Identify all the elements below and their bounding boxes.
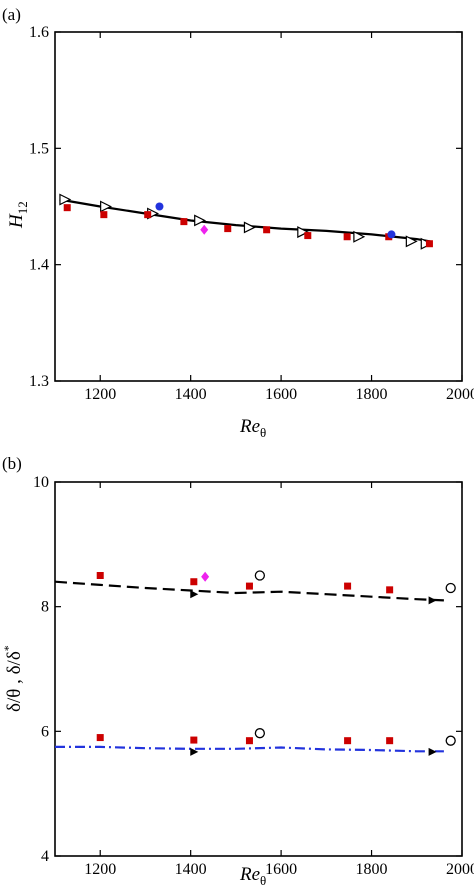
data-point-open-circle	[445, 582, 456, 594]
y-tick-label: 10	[33, 474, 49, 491]
marks	[54, 570, 456, 756]
data-point-square	[144, 211, 152, 219]
data-point-square	[96, 734, 104, 742]
y-tick-label: 1.5	[29, 140, 49, 157]
data-point-circle	[155, 202, 164, 211]
y-tick-label: 1.6	[29, 24, 49, 41]
data-point-open-triangle	[353, 230, 366, 243]
data-point-square	[344, 582, 352, 590]
x-tick-label: 1200	[84, 386, 116, 403]
data-point-square	[190, 578, 198, 586]
plot-frame	[54, 481, 463, 857]
panel-a: (a) 1200 1400 1600 1800 2000 1.3 1.4 1.5 1.6 Reθ…	[2, 5, 474, 440]
data-point-open-triangle	[100, 200, 112, 213]
x-tick-label: 2000	[446, 861, 474, 878]
data-point-open-triangle	[194, 214, 207, 227]
y-tick-label: 6	[41, 723, 49, 740]
y-axis-label-sup: *	[1, 645, 15, 651]
data-point-square	[96, 572, 104, 579]
y-tick-label: 4	[41, 848, 49, 865]
data-point-filled-triangle	[190, 747, 199, 756]
series-line	[59, 198, 431, 243]
data-point-square	[344, 737, 352, 745]
x-tick-label: 1600	[265, 861, 297, 878]
data-point-square	[386, 586, 394, 594]
data-point-circle	[387, 230, 396, 239]
y-axis-label: H12	[6, 201, 30, 229]
y-axis-label-main: δ/θ , δ/δ	[4, 651, 25, 712]
data-point-open-circle	[445, 735, 456, 746]
panel-b: (b) 1200 1400 1600 1800 2000 4 6 8 10 Reθ δ/θ , …	[1, 454, 474, 888]
data-point-square	[304, 232, 312, 240]
data-point-filled-triangle	[428, 596, 437, 605]
x-tick-label: 2000	[446, 386, 474, 403]
data-point-square	[343, 233, 351, 241]
series-line	[54, 580, 444, 602]
data-point-open-triangle	[59, 193, 72, 206]
data-point-square	[100, 211, 108, 219]
x-axis-label: Reθ	[239, 416, 266, 440]
data-point-diamond	[200, 224, 209, 235]
y-tick-label: 1.3	[29, 373, 49, 390]
marks	[59, 193, 433, 250]
panel-label: (a)	[2, 5, 21, 24]
data-point-filled-triangle	[190, 590, 199, 599]
panel-label: (b)	[2, 454, 22, 473]
data-point-square	[180, 218, 188, 226]
x-tick-label: 1400	[175, 861, 207, 878]
plot-frame	[54, 31, 463, 382]
data-point-open-circle	[254, 570, 266, 581]
x-axis-label-main: Re	[239, 864, 260, 885]
x-axis-label-sub: θ	[260, 425, 266, 440]
data-point-square	[245, 582, 253, 590]
y-axis-label-sub: 12	[15, 201, 30, 214]
data-point-open-triangle	[405, 235, 418, 248]
x-axis-label: Reθ	[239, 864, 266, 887]
data-point-open-circle	[254, 728, 266, 739]
x-tick-label: 1600	[265, 386, 297, 403]
data-point-open-triangle	[297, 226, 310, 239]
data-point-filled-triangle	[428, 747, 437, 756]
data-point-square	[425, 240, 433, 248]
x-tick-label: 1800	[356, 861, 388, 878]
ticks: 1200 1400 1600 1800 2000 1.3 1.4 1.5 1.6	[29, 24, 474, 403]
ticks: 1200 1400 1600 1800 2000 4 6 8 10	[33, 474, 474, 878]
data-point-square	[190, 736, 198, 744]
data-point-square	[386, 737, 394, 745]
y-axis-label: δ/θ , δ/δ*	[1, 645, 25, 712]
x-axis-label-main: Re	[239, 416, 260, 437]
data-point-square	[245, 737, 253, 745]
y-axis-label-main: H	[6, 213, 27, 229]
y-tick-label: 1.4	[29, 257, 49, 274]
data-point-square	[224, 225, 232, 233]
y-tick-label: 8	[41, 599, 49, 616]
x-tick-label: 1800	[356, 386, 388, 403]
data-point-square	[263, 226, 271, 234]
data-point-diamond	[201, 571, 210, 582]
data-point-square	[63, 204, 71, 212]
series-line	[55, 745, 444, 753]
x-tick-label: 1200	[84, 861, 116, 878]
data-point-open-triangle	[243, 221, 256, 234]
x-axis-label-sub: θ	[260, 873, 266, 887]
x-tick-label: 1400	[175, 386, 207, 403]
